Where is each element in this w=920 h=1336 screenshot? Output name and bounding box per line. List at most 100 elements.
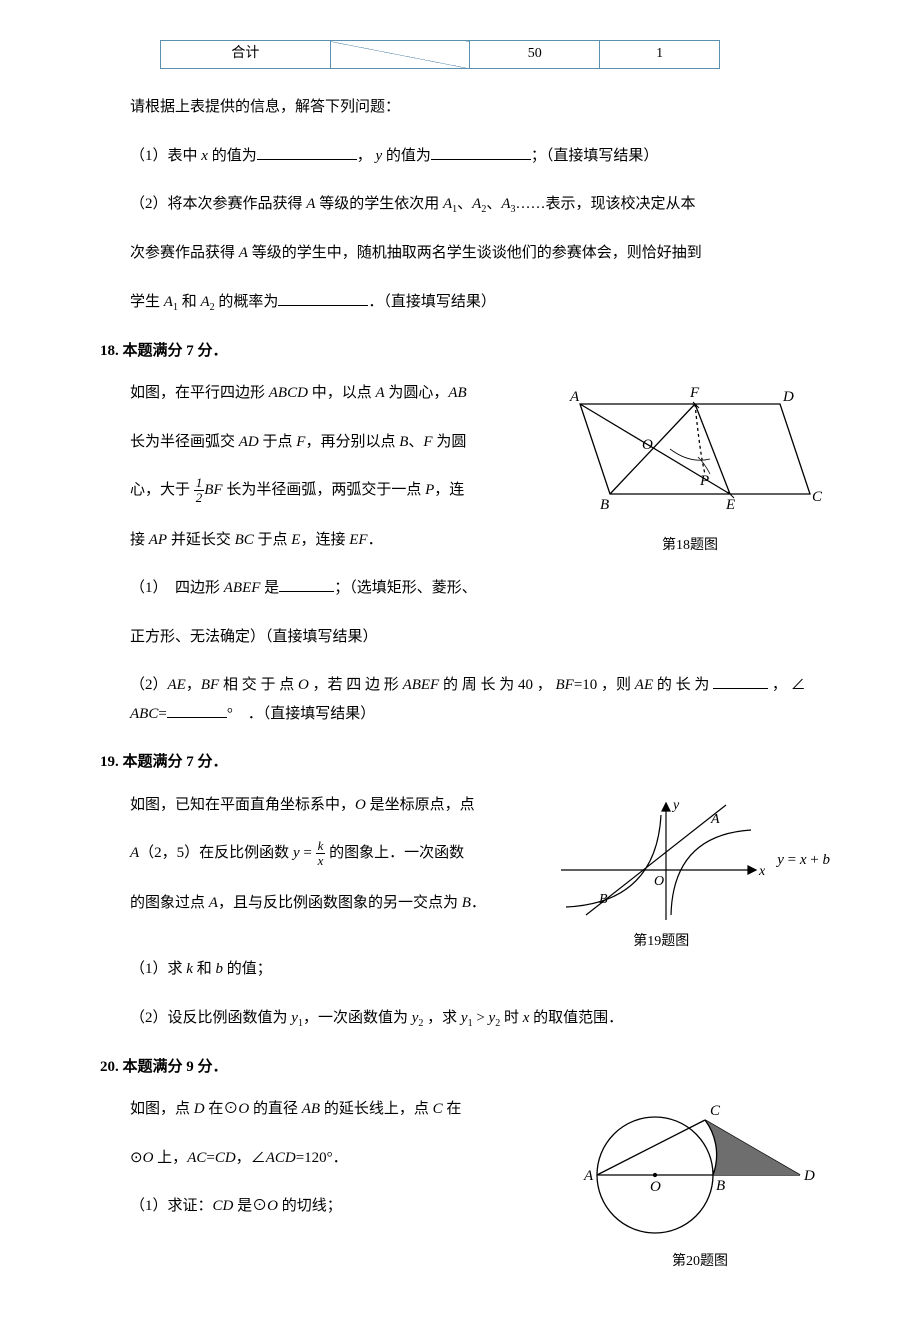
text: 的图象过点 <box>130 895 209 911</box>
var-O: O <box>143 1150 154 1166</box>
var-y: y <box>293 845 300 861</box>
label-D: D <box>803 1168 815 1184</box>
var-BF: BF <box>555 677 573 693</box>
q19-l3: 的图象过点 A，且与反比例函数图象的另一交点为 B． <box>100 889 551 918</box>
var-ACD: ACD <box>266 1150 296 1166</box>
var-x: x <box>800 852 807 868</box>
q19-l2: A（2，5）在反比例函数 y = kx 的图象上．一次函数 <box>100 839 551 869</box>
var-P: P <box>425 482 434 498</box>
q20-head: 20. 本题满分 9 分． <box>100 1053 830 1082</box>
plus: + <box>807 852 823 868</box>
text: 和 <box>193 961 216 977</box>
var-y1: y <box>291 1010 298 1026</box>
text: 的 周 长 为 40 ， <box>439 677 555 693</box>
text: ……表示，现该校决定从本 <box>516 196 696 212</box>
summary-table: 合计 50 1 <box>160 40 720 69</box>
var-ABEF: ABEF <box>403 677 440 693</box>
blank <box>167 703 227 718</box>
var-BC: BC <box>235 532 254 548</box>
text: 并延长交 <box>167 532 235 548</box>
den: 2 <box>194 491 205 505</box>
den-x: x <box>316 854 326 868</box>
var-A3: A <box>501 196 510 212</box>
label-A: A <box>569 389 580 405</box>
var-B: B <box>462 895 471 911</box>
text: （2） <box>130 677 168 693</box>
text: 中，以点 <box>308 385 376 401</box>
label-B: B <box>600 497 609 513</box>
q17-part2-l1: （2）将本次参赛作品获得 A 等级的学生依次用 A1、A2、A3……表示，现该校… <box>100 190 830 219</box>
text: ．（直接填写结果） <box>368 294 496 310</box>
var-A: A <box>239 245 248 261</box>
q18-l4: 接 AP 并延长交 BC 于点 E，连接 EF． <box>100 526 550 555</box>
text: ，再分别以点 <box>305 434 399 450</box>
text: 的图象上．一次函数 <box>325 845 464 861</box>
q18-l3: 心，大于 12BF 长为半径画弧，两弧交于一点 P，连 <box>100 476 550 506</box>
text: ， <box>357 148 376 164</box>
var-CD: CD <box>215 1150 236 1166</box>
q18-svg: A F D B E C O P <box>550 379 830 529</box>
q19-figure: A B O x y 第19题图 <box>551 791 771 956</box>
text: ，连 <box>434 482 464 498</box>
text: 的 长 为 <box>653 677 713 693</box>
var-A: A <box>130 845 139 861</box>
var-O: O <box>267 1198 278 1214</box>
q20-caption: 第20题图 <box>570 1249 830 1276</box>
label-B: B <box>716 1178 725 1194</box>
var-AC: AC <box>187 1150 206 1166</box>
var-BF: BF <box>201 677 219 693</box>
q18-l2: 长为半径画弧交 AD 于点 F，再分别以点 B、F 为圆 <box>100 428 550 457</box>
q18-caption: 第18题图 <box>550 533 830 560</box>
q19-head: 19. 本题满分 7 分． <box>100 748 830 777</box>
text: 是 <box>260 580 279 596</box>
q20-l1: 如图，点 D 在⊙O 的直径 AB 的延长线上，点 C 在 <box>100 1095 570 1124</box>
text: ⊙ <box>130 1150 143 1166</box>
q20-p1: （1）求证：CD 是⊙O 的切线； <box>100 1192 570 1221</box>
text: 为圆心， <box>385 385 449 401</box>
text: （2）设反比例函数值为 <box>130 1010 291 1026</box>
label-C: C <box>812 489 823 505</box>
var-O: O <box>238 1101 249 1117</box>
label-O: O <box>642 437 653 453</box>
var-O: O <box>355 797 366 813</box>
text: ． <box>368 532 383 548</box>
var-b: b <box>823 852 831 868</box>
label-O: O <box>650 1179 661 1195</box>
var-AE: AE <box>168 677 186 693</box>
cell-50: 50 <box>470 41 600 69</box>
cell-total-label: 合计 <box>161 41 331 69</box>
text: 的值； <box>223 961 272 977</box>
cell-diagonal <box>330 41 470 69</box>
text: 等级的学生中，随机抽取两名学生谈谈他们的参赛体会，则恰好抽到 <box>248 245 702 261</box>
text: 的概率为 <box>215 294 279 310</box>
var-AB: AB <box>448 385 466 401</box>
var-A2: A <box>200 294 209 310</box>
text: =10 ，则 <box>574 677 635 693</box>
text: 等级的学生依次用 <box>315 196 443 212</box>
text: （1）求 <box>130 961 186 977</box>
text: ，连接 <box>300 532 349 548</box>
q18-p2: （2）AE，BF 相 交 于 点 O ，若 四 边 形 ABEF 的 周 长 为… <box>100 671 830 728</box>
q19-eq-right: y = x + b <box>771 791 830 875</box>
q19-l1: 如图，已知在平面直角坐标系中，O 是坐标原点，点 <box>100 791 551 820</box>
text: 心，大于 <box>130 482 194 498</box>
q18-figure: A F D B E C O P 第18题图 <box>550 379 830 560</box>
label-P: P <box>699 473 709 489</box>
q18-l1: 如图，在平行四边形 ABCD 中，以点 A 为圆心，AB <box>100 379 550 408</box>
q19-p2: （2）设反比例函数值为 y1，一次函数值为 y2 ，求 y1 > y2 时 x … <box>100 1004 830 1033</box>
table-row: 合计 50 1 <box>161 41 720 69</box>
var-A1: A <box>443 196 452 212</box>
text: ° ．（直接填写结果） <box>227 706 376 722</box>
q18-head: 18. 本题满分 7 分． <box>100 337 830 366</box>
text: 次参赛作品获得 <box>130 245 239 261</box>
text: 为圆 <box>433 434 467 450</box>
label-B: B <box>599 892 608 907</box>
q19-svg: A B O x y <box>551 795 771 925</box>
text: 如图，点 <box>130 1101 194 1117</box>
fraction-kx: kx <box>316 839 326 869</box>
text: （2）将本次参赛作品获得 <box>130 196 306 212</box>
blank <box>431 145 531 160</box>
label-O: O <box>654 874 664 889</box>
sub-1: 1 <box>452 204 457 215</box>
var-AB: AB <box>302 1101 320 1117</box>
